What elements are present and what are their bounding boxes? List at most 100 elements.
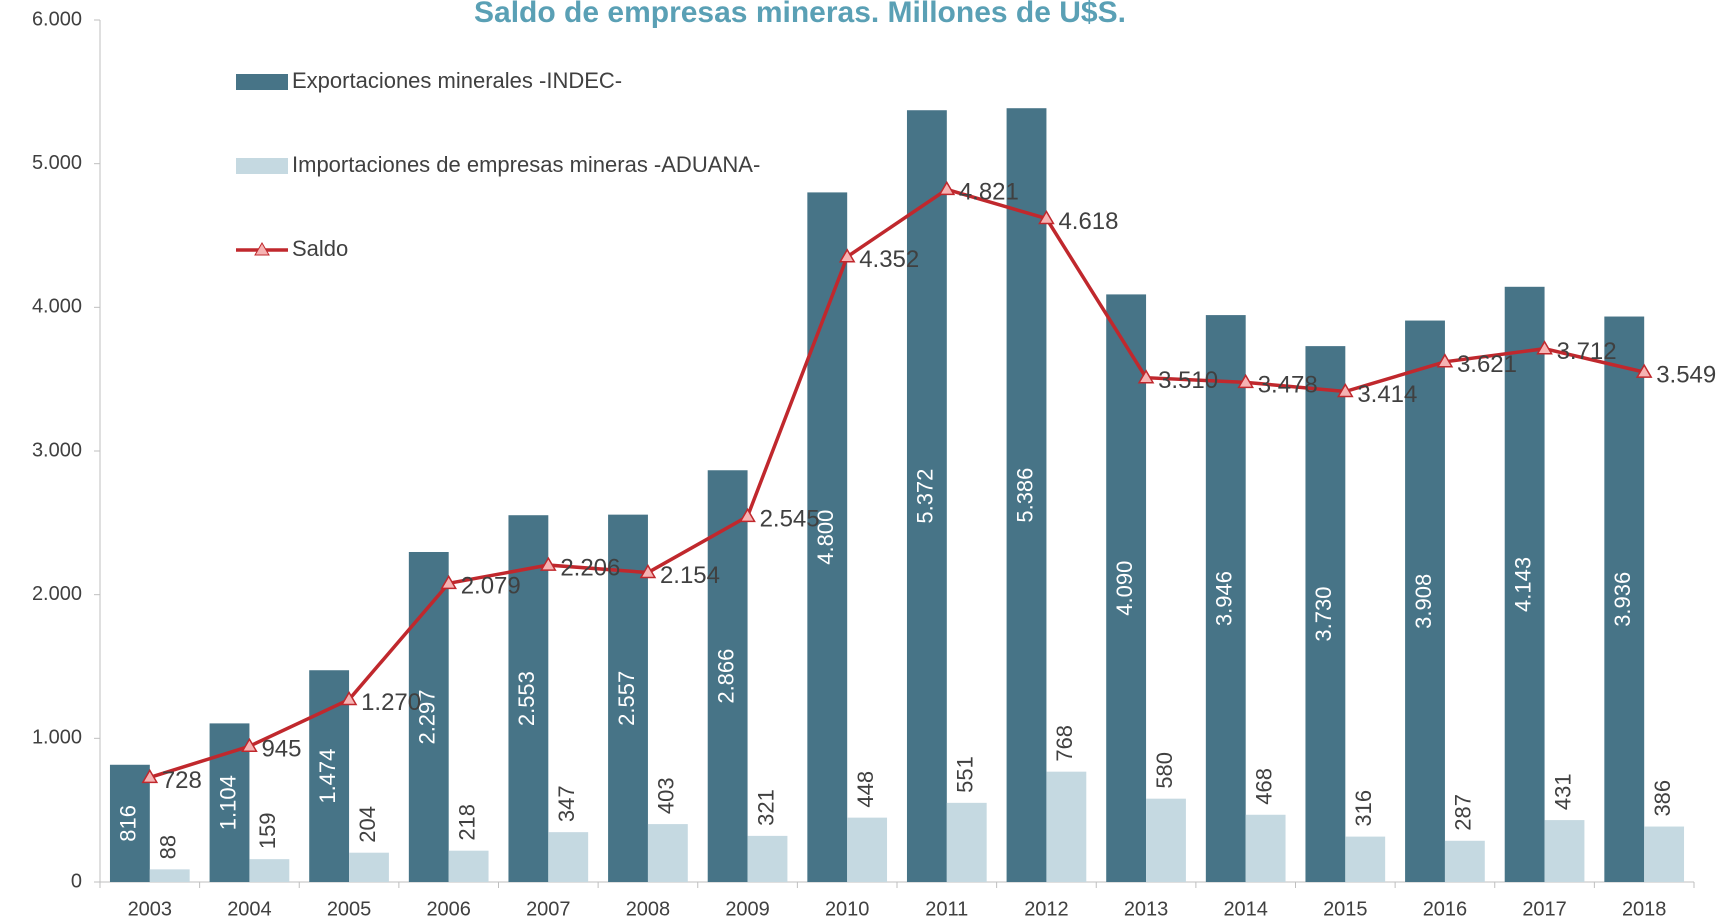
bar-label: 3.908 xyxy=(1411,574,1436,629)
y-tick-label: 6.000 xyxy=(32,8,82,30)
marker xyxy=(1137,369,1155,384)
x-tick-label: 2005 xyxy=(327,898,372,919)
x-tick-label: 2018 xyxy=(1622,898,1667,919)
bar xyxy=(1046,771,1087,882)
bar xyxy=(747,835,788,882)
bar xyxy=(1146,798,1186,882)
bar-label: 4.800 xyxy=(813,510,838,565)
bar xyxy=(1544,820,1585,882)
bar xyxy=(707,470,748,882)
bar-label: 468 xyxy=(1251,768,1276,805)
line-label: 2.079 xyxy=(461,573,521,600)
bar xyxy=(647,824,688,882)
bar xyxy=(149,869,190,882)
legend-swatch xyxy=(236,74,288,90)
y-tick-label: 4.000 xyxy=(32,296,82,318)
line xyxy=(149,187,1645,780)
line-label: 2.206 xyxy=(560,554,620,581)
legend-label: Importaciones de empresas mineras -ADUAN… xyxy=(292,152,760,177)
bar-label: 1.474 xyxy=(315,749,340,804)
legend-swatch xyxy=(236,158,288,174)
marker xyxy=(241,737,258,752)
bar xyxy=(1305,346,1346,883)
bar-label: 1.104 xyxy=(215,775,240,830)
bar xyxy=(906,110,947,883)
marker xyxy=(1237,373,1254,389)
marker xyxy=(340,691,358,706)
bar xyxy=(1504,286,1545,882)
bar-label: 5.372 xyxy=(913,469,938,524)
bar-label: 431 xyxy=(1550,773,1575,810)
bar-label: 551 xyxy=(953,756,978,793)
line-label: 3.712 xyxy=(1557,338,1617,365)
bar xyxy=(309,670,350,882)
bar-label: 580 xyxy=(1152,752,1177,789)
bar-label: 204 xyxy=(355,806,380,843)
bar xyxy=(448,850,489,882)
bar-label: 448 xyxy=(853,771,878,808)
marker xyxy=(141,768,159,784)
y-tick-label: 1.000 xyxy=(32,727,82,749)
line-label: 945 xyxy=(261,736,301,763)
bar xyxy=(946,802,987,882)
x-tick-label: 2014 xyxy=(1223,898,1268,919)
bar xyxy=(1006,108,1047,883)
x-tick-label: 2008 xyxy=(626,898,671,919)
bar-label: 218 xyxy=(454,804,479,841)
bar-label: 2.297 xyxy=(415,689,440,744)
bar xyxy=(1345,836,1386,882)
line-label: 3.510 xyxy=(1158,367,1218,394)
line-label: 728 xyxy=(162,767,202,794)
bar-label: 287 xyxy=(1451,794,1476,831)
line-label: 2.154 xyxy=(660,562,720,589)
marker xyxy=(938,180,956,196)
bar xyxy=(548,832,589,882)
y-tick-label: 3.000 xyxy=(32,439,82,461)
line-label: 3.549 xyxy=(1656,361,1716,388)
bar xyxy=(508,515,549,882)
bar xyxy=(109,764,150,882)
marker xyxy=(1038,210,1055,225)
x-tick-label: 2006 xyxy=(426,898,471,919)
bar-label: 316 xyxy=(1351,790,1376,827)
line-label: 2.545 xyxy=(760,506,820,533)
bar-label: 3.730 xyxy=(1311,587,1336,642)
bar xyxy=(1405,320,1445,882)
x-tick-label: 2011 xyxy=(925,898,968,919)
bar-label: 403 xyxy=(654,777,679,814)
line-label: 4.618 xyxy=(1058,208,1118,235)
y-tick-label: 5.000 xyxy=(32,152,82,174)
bar xyxy=(349,852,389,882)
bar-label: 5.386 xyxy=(1012,468,1037,523)
bar-label: 159 xyxy=(255,812,280,849)
bar xyxy=(249,859,290,882)
line-label: 3.478 xyxy=(1258,372,1318,399)
line-label: 3.414 xyxy=(1357,381,1417,408)
marker xyxy=(1635,363,1653,378)
bar-label: 768 xyxy=(1052,725,1077,762)
marker xyxy=(440,574,457,590)
y-tick-label: 0 xyxy=(71,870,82,892)
bar-label: 386 xyxy=(1650,780,1675,817)
bar-label: 4.143 xyxy=(1510,557,1535,612)
x-tick-label: 2012 xyxy=(1024,898,1069,919)
x-tick-label: 2016 xyxy=(1423,898,1468,919)
bar-label: 816 xyxy=(116,805,141,842)
bar-label: 347 xyxy=(554,785,579,822)
x-tick-label: 2004 xyxy=(227,898,272,919)
bar-label: 2.557 xyxy=(614,671,639,726)
legend-swatch xyxy=(254,242,270,256)
bar xyxy=(1604,316,1645,882)
x-tick-label: 2013 xyxy=(1124,898,1169,919)
bar-label: 321 xyxy=(753,789,778,826)
line-label: 4.352 xyxy=(859,246,919,273)
marker xyxy=(1536,340,1553,355)
marker xyxy=(1436,353,1454,368)
chart-title: Saldo de empresas mineras. Millones de U… xyxy=(474,0,1126,29)
bar xyxy=(1444,840,1485,882)
marker xyxy=(739,507,756,523)
x-tick-label: 2009 xyxy=(725,898,770,919)
bar xyxy=(1106,294,1147,882)
bar-label: 4.090 xyxy=(1112,561,1137,616)
